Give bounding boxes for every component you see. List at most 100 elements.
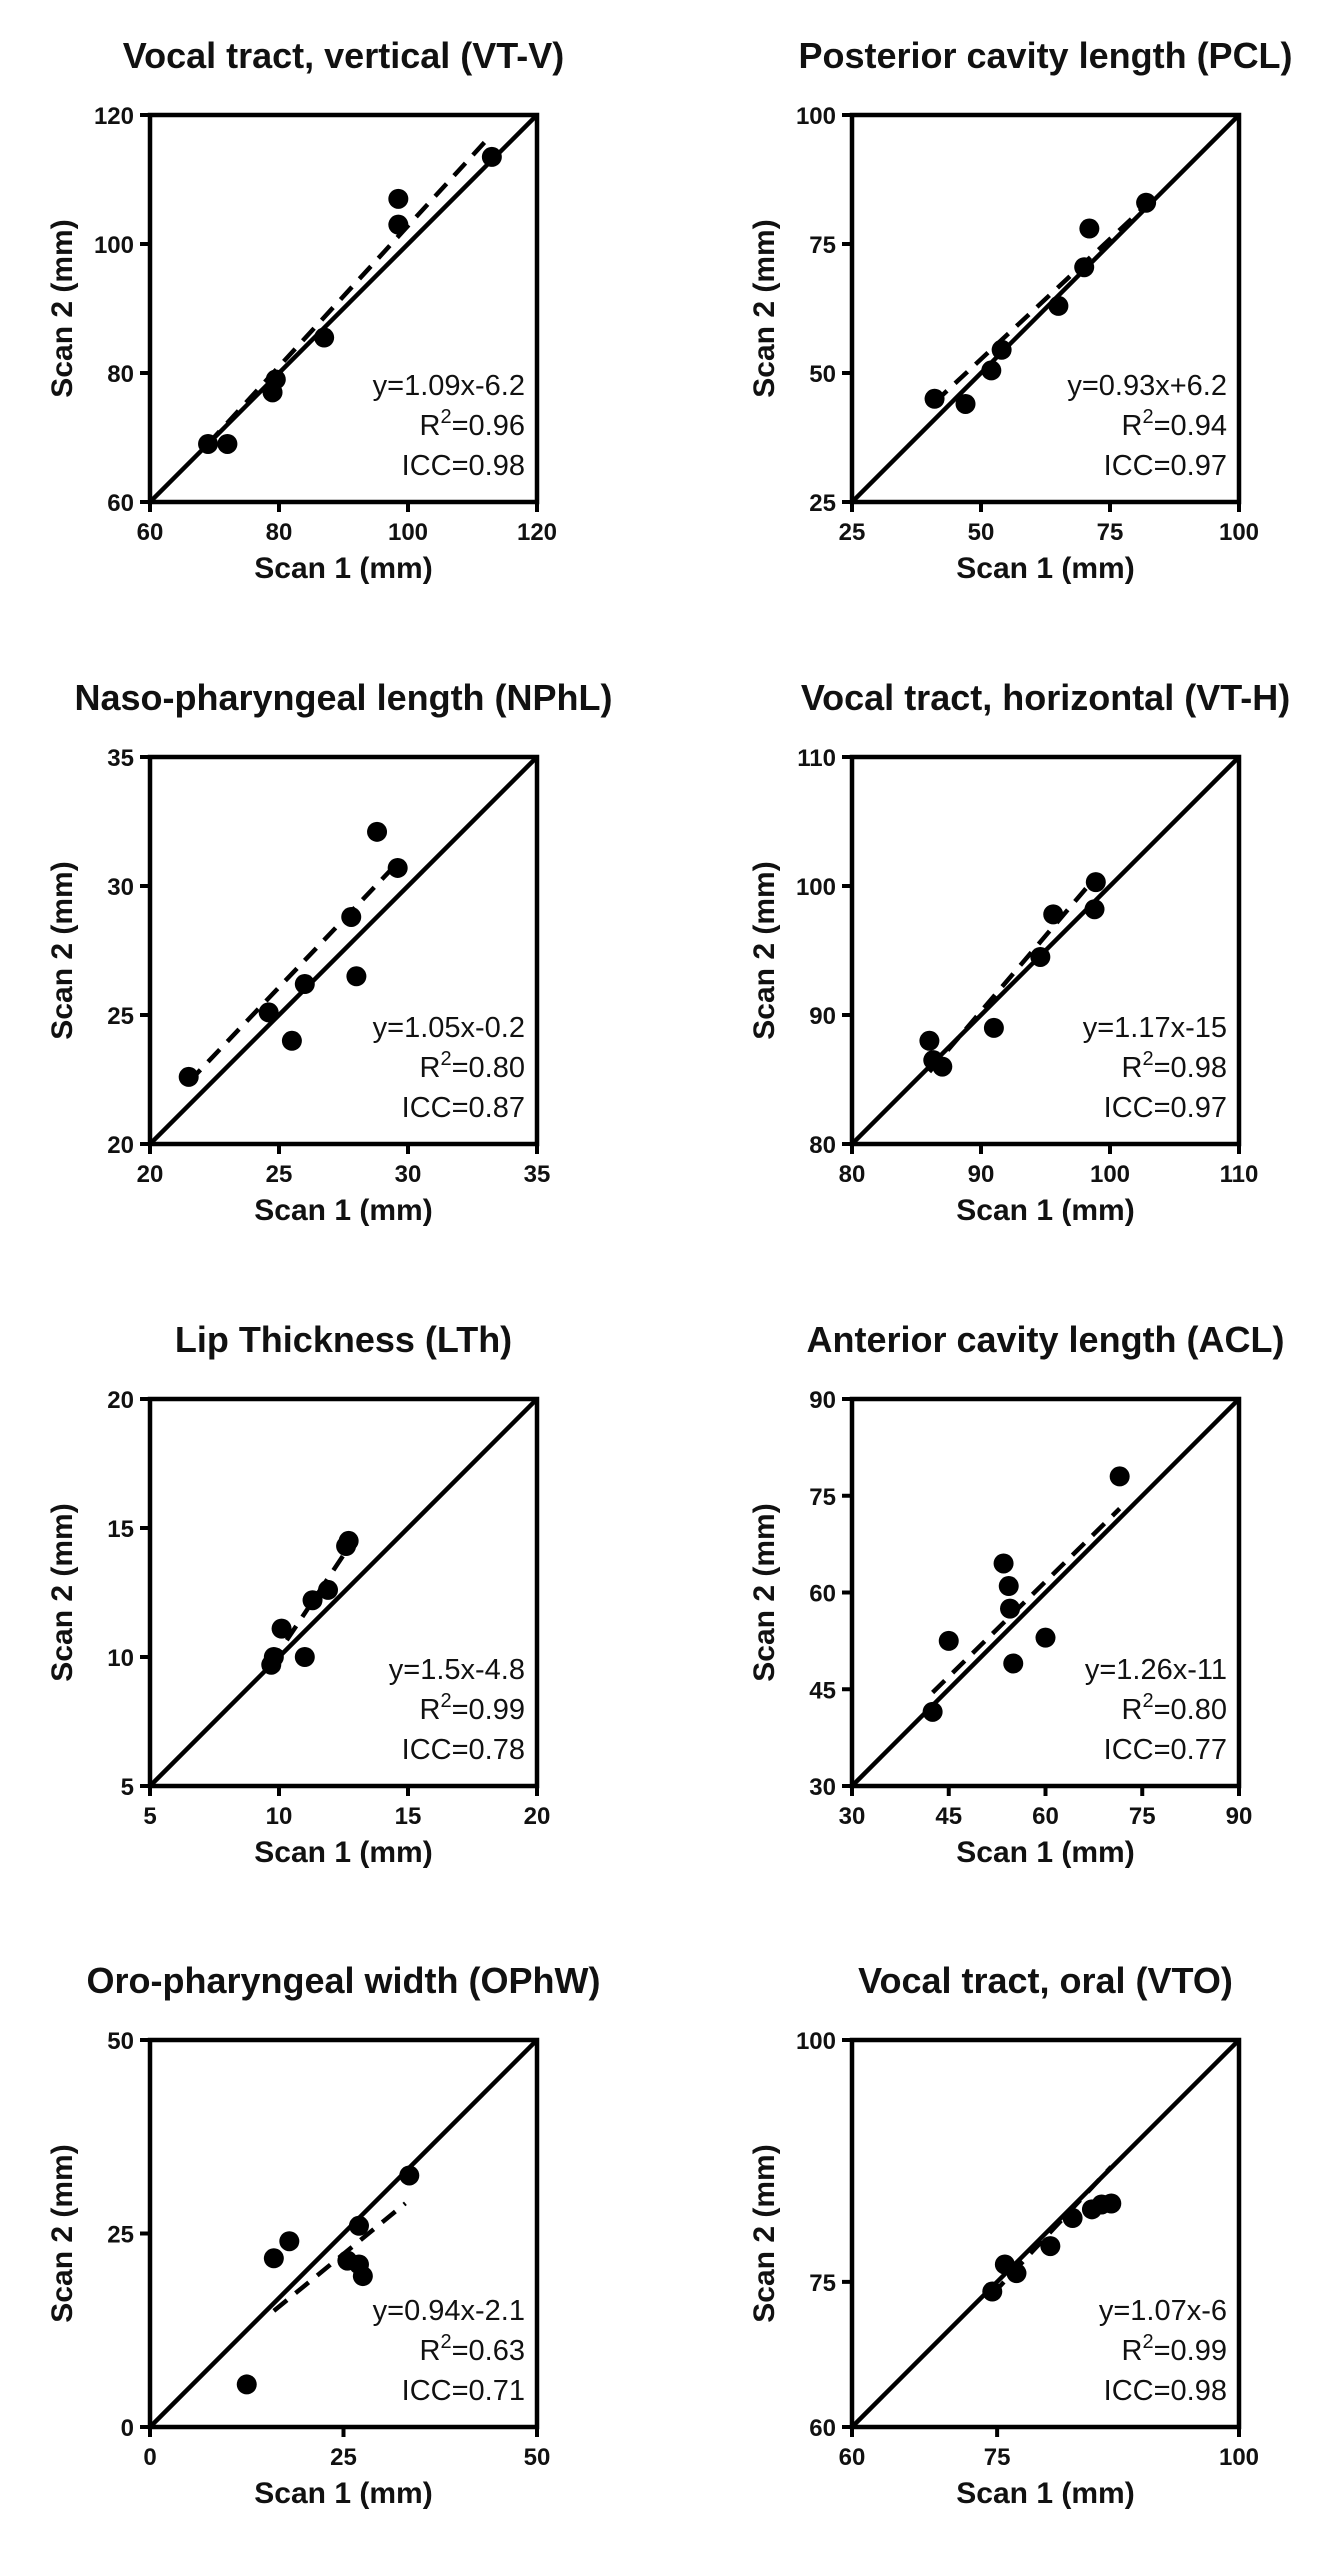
- y-axis-label: Scan 2 (mm): [748, 219, 781, 397]
- icc-value: ICC=0.78: [402, 1734, 525, 1766]
- regression-fit-line: [933, 203, 1148, 405]
- data-point: [388, 214, 409, 235]
- plot-frame: [849, 2037, 1242, 2430]
- r-squared-text: R2=0.98: [1122, 1048, 1227, 1084]
- r-squared-letter: R: [420, 410, 441, 442]
- data-point: [314, 327, 335, 348]
- x-tick-label: 10: [266, 1803, 293, 1830]
- data-point: [1084, 899, 1105, 920]
- data-point: [367, 821, 388, 842]
- x-tick-label: 60: [1032, 1803, 1059, 1830]
- data-point: [1006, 2263, 1027, 2284]
- r-squared-superscript: 2: [1142, 1690, 1153, 1712]
- y-tick-label: 45: [809, 1677, 836, 1704]
- plot-frame: [147, 112, 540, 505]
- y-tick-label: 25: [107, 1003, 134, 1030]
- regression-equation: y=0.93x+6.2: [1067, 370, 1227, 402]
- data-point: [265, 369, 286, 390]
- data-point: [338, 1530, 359, 1551]
- panel-title: Lip Thickness (LTh): [175, 1319, 512, 1360]
- regression-equation: y=1.17x-15: [1083, 1012, 1227, 1044]
- y-tick-label: 100: [796, 103, 836, 130]
- data-point: [217, 433, 238, 454]
- x-tick-label: 50: [968, 519, 995, 546]
- r-squared-text: R2=0.80: [1122, 1690, 1227, 1726]
- regression-equation: y=1.05x-0.2: [373, 1012, 525, 1044]
- data-point: [258, 1002, 279, 1023]
- r-squared-value: =0.80: [452, 1052, 525, 1084]
- scatter-panel-7: Oro-pharyngeal width (OPhW) 00 25 25 50 50 Sca…: [46, 1960, 600, 2510]
- data-point: [919, 1030, 940, 1051]
- y-tick-label: 100: [796, 874, 836, 901]
- x-tick-label: 50: [524, 2444, 551, 2471]
- identity-line: [150, 757, 537, 1144]
- data-point: [399, 2165, 420, 2186]
- data-point: [1040, 2236, 1061, 2257]
- x-tick-label: 25: [330, 2444, 357, 2471]
- data-point: [481, 146, 502, 167]
- data-point: [1085, 872, 1106, 893]
- data-point: [981, 360, 1002, 381]
- x-axis-label: Scan 1 (mm): [254, 1836, 432, 1869]
- regression-equation: y=1.07x-6: [1099, 2295, 1227, 2327]
- y-tick-label: 10: [107, 1645, 134, 1672]
- x-tick-label: 60: [137, 519, 164, 546]
- icc-value: ICC=0.87: [402, 1092, 525, 1124]
- x-tick-label: 0: [143, 2444, 156, 2471]
- data-point: [281, 1030, 302, 1051]
- y-tick-label: 50: [809, 361, 836, 388]
- r-squared-letter: R: [1122, 1694, 1143, 1726]
- r-squared-value: =0.99: [452, 1694, 525, 1726]
- r-squared-superscript: 2: [440, 1690, 451, 1712]
- data-point: [1030, 946, 1051, 967]
- identity-line: [852, 115, 1239, 502]
- data-point: [1043, 904, 1064, 925]
- x-tick-label: 25: [839, 519, 866, 546]
- data-point: [388, 188, 409, 209]
- data-point: [352, 2266, 373, 2287]
- data-point: [938, 1630, 959, 1651]
- y-axis-label: Scan 2 (mm): [748, 2144, 781, 2322]
- regression-fit-line: [927, 875, 1098, 1074]
- x-tick-label: 20: [137, 1161, 164, 1188]
- plot-frame: [147, 1396, 540, 1789]
- plot-frame: [849, 112, 1242, 505]
- r-squared-letter: R: [1122, 1052, 1143, 1084]
- regression-equation: y=0.94x-2.1: [373, 2295, 525, 2327]
- y-tick-label: 60: [809, 2415, 836, 2442]
- x-tick-label: 120: [517, 519, 557, 546]
- y-tick-label: 30: [809, 1774, 836, 1801]
- y-tick-label: 0: [121, 2415, 134, 2442]
- data-point: [263, 1647, 284, 1667]
- x-axis-label: Scan 1 (mm): [254, 1194, 432, 1227]
- panel-title: Posterior cavity length (PCL): [798, 35, 1292, 76]
- data-point: [346, 966, 367, 987]
- x-tick-label: 100: [1219, 2444, 1259, 2471]
- icc-value: ICC=0.98: [1104, 2375, 1227, 2407]
- r-squared-value: =0.96: [452, 410, 525, 442]
- data-point: [982, 2281, 1003, 2302]
- icc-value: ICC=0.97: [1104, 1092, 1227, 1124]
- y-tick-label: 80: [107, 361, 134, 388]
- r-squared-superscript: 2: [440, 406, 451, 428]
- r-squared-value: =0.94: [1154, 410, 1227, 442]
- y-axis-label: Scan 2 (mm): [46, 861, 79, 1039]
- data-point: [1062, 2208, 1083, 2229]
- icc-value: ICC=0.97: [1104, 450, 1227, 482]
- y-tick-label: 5: [121, 1774, 134, 1801]
- data-point: [294, 1647, 315, 1667]
- y-tick-label: 15: [107, 1516, 134, 1543]
- identity-line: [852, 2040, 1239, 2427]
- plot-frame: [849, 754, 1242, 1147]
- data-point: [348, 2215, 369, 2236]
- x-tick-label: 45: [935, 1803, 962, 1830]
- y-axis-label: Scan 2 (mm): [748, 1503, 781, 1681]
- y-tick-label: 75: [809, 232, 836, 259]
- r-squared-letter: R: [420, 1694, 441, 1726]
- r-squared-value: =0.80: [1154, 1694, 1227, 1726]
